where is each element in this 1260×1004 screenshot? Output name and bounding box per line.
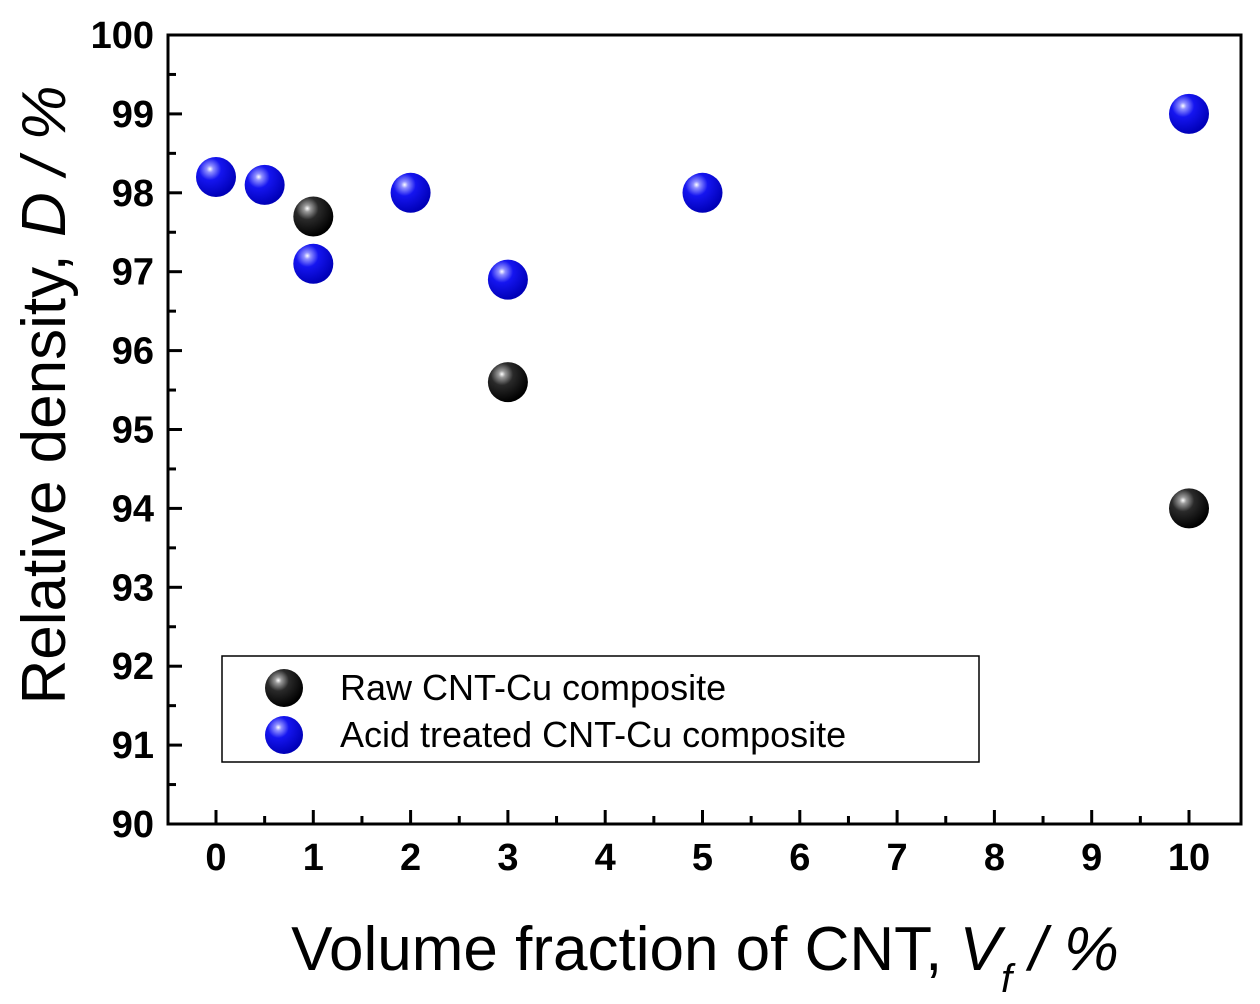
legend-label-acid: Acid treated CNT-Cu composite xyxy=(340,714,846,755)
x-tick-label: 9 xyxy=(1081,837,1102,879)
acid-treated-point xyxy=(487,259,528,300)
acid-treated-point xyxy=(196,157,236,198)
acid-treated-point xyxy=(244,164,285,205)
x-tick-label: 2 xyxy=(400,837,421,879)
legend-marker-raw xyxy=(265,669,303,707)
y-tick-label: 100 xyxy=(91,15,154,57)
legend: Raw CNT-Cu composite Acid treated CNT-Cu… xyxy=(221,655,980,763)
x-tick-label: 8 xyxy=(984,837,1005,879)
acid-treated-point xyxy=(682,172,723,213)
acid-treated-point xyxy=(293,243,334,284)
raw-composite-point xyxy=(1169,488,1209,529)
y-tick-label: 95 xyxy=(112,410,154,452)
y-tick-label: 90 xyxy=(112,804,154,846)
y-tick-label: 91 xyxy=(112,725,154,767)
y-tick-label: 94 xyxy=(112,488,154,530)
y-tick-label: 93 xyxy=(112,567,154,609)
x-tick-label: 3 xyxy=(497,837,518,879)
x-tick-label: 0 xyxy=(205,837,226,879)
x-tick-label: 10 xyxy=(1168,837,1210,879)
x-tick-label: 5 xyxy=(692,837,713,879)
legend-marker-acid xyxy=(265,716,303,754)
legend-box xyxy=(221,655,980,763)
x-axis: 0 1 2 3 4 5 6 7 8 9 10 xyxy=(205,810,1210,879)
x-tick-label: 4 xyxy=(595,837,616,879)
x-axis-title: Volume fraction of CNT, Vf / % xyxy=(291,915,1119,1001)
y-tick-label: 96 xyxy=(112,331,154,373)
y-tick-label: 99 xyxy=(112,94,154,136)
y-tick-label: 92 xyxy=(112,646,154,688)
data-points xyxy=(196,93,1209,529)
y-axis: 90 91 92 93 94 95 96 97 98 99 100 xyxy=(91,15,182,846)
legend-label-raw: Raw CNT-Cu composite xyxy=(340,667,726,708)
y-tick-label: 98 xyxy=(112,173,154,215)
y-axis-title: Relative density, D / % xyxy=(10,85,79,704)
raw-composite-point xyxy=(293,196,334,237)
y-tick-label: 97 xyxy=(112,252,154,294)
acid-treated-point xyxy=(1169,93,1209,134)
raw-composite-point xyxy=(487,362,528,403)
x-tick-label: 1 xyxy=(303,837,324,879)
acid-treated-point xyxy=(390,172,431,213)
x-tick-label: 6 xyxy=(789,837,810,879)
x-tick-label: 7 xyxy=(887,837,908,879)
